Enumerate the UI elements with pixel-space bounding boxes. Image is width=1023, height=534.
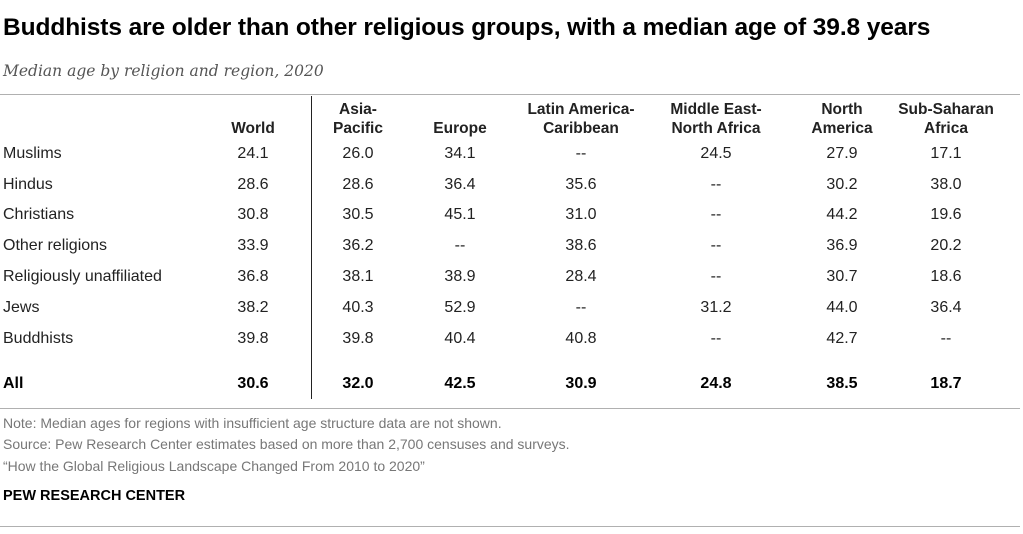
row-label: Religiously unaffiliated	[3, 268, 162, 285]
table-cell: 31.2	[700, 299, 732, 316]
table-cell: 36.4	[444, 176, 476, 193]
table-cell: 17.1	[930, 145, 962, 162]
column-header: Asia- Pacific	[333, 98, 383, 138]
table-cell: 38.5	[826, 375, 858, 392]
table-cell: 42.7	[826, 330, 858, 347]
column-header: Sub-Saharan Africa	[898, 98, 994, 138]
table-cell: 30.9	[565, 375, 597, 392]
table-cell: --	[710, 268, 722, 285]
row-label: Muslims	[3, 145, 62, 162]
table-cell: 40.4	[444, 330, 476, 347]
row-label: Jews	[3, 299, 40, 316]
chart-subtitle: Median age by religion and region, 2020	[3, 62, 324, 80]
bottom-divider	[0, 408, 1020, 409]
table-cell: --	[710, 176, 722, 193]
column-header-line1: North	[821, 101, 863, 118]
column-header-line2: World	[231, 120, 275, 137]
table-cell: 40.3	[342, 299, 374, 316]
table-cell: --	[940, 330, 952, 347]
column-header: Europe	[433, 98, 486, 138]
brand-logo-text: PEW RESEARCH CENTER	[3, 488, 186, 504]
table-cell: 28.6	[237, 176, 269, 193]
table-cell: 36.4	[930, 299, 962, 316]
table-cell: 24.5	[700, 145, 732, 162]
column-header-line2: America	[811, 120, 873, 137]
footnote: Note: Median ages for regions with insuf…	[3, 415, 502, 431]
table-cell: 28.4	[565, 268, 597, 285]
table-cell: 38.1	[342, 268, 374, 285]
table-cell: 30.2	[826, 176, 858, 193]
table-cell: 18.7	[930, 375, 962, 392]
table-cell: 30.8	[237, 206, 269, 223]
column-header-line2: Africa	[924, 120, 968, 137]
table-cell: 42.5	[444, 375, 476, 392]
row-label: Hindus	[3, 176, 53, 193]
table-cell: 24.8	[700, 375, 732, 392]
table-cell: 27.9	[826, 145, 858, 162]
column-header-line1: Sub-Saharan	[898, 101, 994, 118]
column-header: Middle East- North Africa	[670, 98, 761, 138]
footer-divider	[0, 526, 1020, 527]
table-cell: 38.2	[237, 299, 269, 316]
row-label: Buddhists	[3, 330, 74, 347]
table-cell: 34.1	[444, 145, 476, 162]
column-header: World	[231, 98, 275, 138]
column-header-line1: Middle East-	[670, 101, 762, 118]
table-cell: --	[710, 237, 722, 254]
column-header-line1: Asia-	[339, 101, 377, 118]
column-header-line1: Latin America-	[527, 101, 635, 118]
table-cell: 33.9	[237, 237, 269, 254]
table-cell: --	[454, 237, 466, 254]
source-note: Source: Pew Research Center estimates ba…	[3, 436, 570, 452]
column-header-line2: Pacific	[333, 120, 383, 137]
column-header-line2: North Africa	[671, 120, 761, 137]
table-cell: --	[575, 145, 587, 162]
table-cell: 44.2	[826, 206, 858, 223]
world-column-divider	[311, 96, 312, 399]
table-cell: 36.2	[342, 237, 374, 254]
column-header: Latin America- Caribbean	[527, 98, 634, 138]
row-label: Other religions	[3, 237, 108, 254]
column-header-line2: Caribbean	[543, 120, 619, 137]
table-cell: 38.6	[565, 237, 597, 254]
table-cell: 18.6	[930, 268, 962, 285]
row-label: All	[3, 375, 24, 392]
table-cell: --	[575, 299, 587, 316]
column-header-line2: Europe	[433, 120, 487, 137]
table-cell: 24.1	[237, 145, 269, 162]
table-cell: 36.9	[826, 237, 858, 254]
table-cell: 40.8	[565, 330, 597, 347]
chart-title: Buddhists are older than other religious…	[3, 14, 931, 41]
table-cell: --	[710, 206, 722, 223]
table-cell: 30.6	[237, 375, 269, 392]
table-cell: 31.0	[565, 206, 597, 223]
table-cell: 44.0	[826, 299, 858, 316]
table-cell: 30.7	[826, 268, 858, 285]
table-cell: 45.1	[444, 206, 476, 223]
table-cell: 20.2	[930, 237, 962, 254]
table-cell: 30.5	[342, 206, 374, 223]
table-cell: 19.6	[930, 206, 962, 223]
table-cell: 26.0	[342, 145, 374, 162]
table-cell: 39.8	[237, 330, 269, 347]
table-cell: --	[710, 330, 722, 347]
row-label: Christians	[3, 206, 75, 223]
top-divider	[0, 94, 1020, 95]
report-title: “How the Global Religious Landscape Chan…	[3, 458, 425, 474]
table-cell: 36.8	[237, 268, 269, 285]
column-header: North America	[811, 98, 872, 138]
table-cell: 28.6	[342, 176, 374, 193]
table-cell: 52.9	[444, 299, 476, 316]
table-cell: 39.8	[342, 330, 374, 347]
table-cell: 32.0	[342, 375, 374, 392]
table-cell: 38.0	[930, 176, 962, 193]
table-cell: 35.6	[565, 176, 597, 193]
table-cell: 38.9	[444, 268, 476, 285]
